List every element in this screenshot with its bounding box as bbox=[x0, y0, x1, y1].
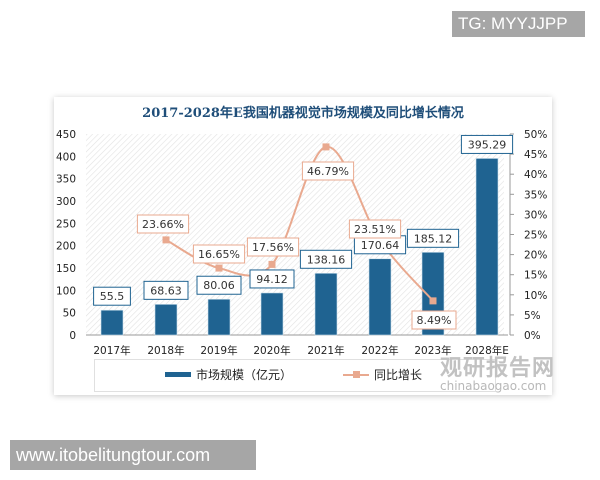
x-tick-label: 2019年 bbox=[200, 344, 237, 357]
line-marker bbox=[162, 236, 170, 244]
line-marker bbox=[429, 297, 437, 305]
data-label: 8.49% bbox=[417, 314, 452, 327]
x-axis-labels: 2017年 2018年 2019年 2020年 2021年 2022年 2023年 2028年… bbox=[93, 344, 509, 357]
right-tick-label: 25% bbox=[524, 230, 547, 242]
legend-item-market-size: 市场规模（亿元） bbox=[165, 366, 292, 383]
right-tick-label: 10% bbox=[524, 290, 547, 302]
left-tick-label: 100 bbox=[56, 285, 76, 297]
x-tick-label: 2018年 bbox=[147, 344, 184, 357]
chart-title: 2017-2028年E我国机器视觉市场规模及同比增长情况 bbox=[142, 106, 464, 121]
left-tick-label: 400 bbox=[56, 151, 76, 163]
right-tick-label: 0% bbox=[524, 330, 541, 342]
bar bbox=[154, 304, 178, 336]
legend-item-yoy-growth: 同比增长 bbox=[343, 366, 422, 383]
data-label: 17.56% bbox=[252, 241, 294, 254]
line-swatch-icon bbox=[343, 370, 369, 378]
bar bbox=[368, 258, 392, 336]
right-tick-label: 50% bbox=[524, 129, 547, 141]
data-label: 395.29 bbox=[468, 138, 507, 151]
bar-data-labels: 55.5 68.63 80.06 94.12 138.16 170.64 185.12 395… bbox=[93, 134, 514, 306]
data-label: 23.66% bbox=[142, 218, 184, 231]
left-tick-label: 450 bbox=[56, 129, 76, 141]
right-tick-label: 20% bbox=[524, 250, 547, 262]
right-tick-label: 40% bbox=[524, 169, 547, 181]
bar bbox=[260, 292, 284, 336]
data-label: 23.51% bbox=[354, 223, 396, 236]
watermark-cn: 观研报告网 bbox=[440, 356, 556, 381]
right-tick-label: 35% bbox=[524, 189, 547, 201]
right-tick-label: 45% bbox=[524, 149, 547, 161]
right-tick-label: 15% bbox=[524, 270, 547, 282]
data-label: 46.79% bbox=[307, 165, 349, 178]
left-tick-label: 300 bbox=[56, 196, 76, 208]
x-tick-label: 2028年E bbox=[465, 344, 509, 357]
left-tick-label: 200 bbox=[56, 241, 76, 253]
data-label: 94.12 bbox=[256, 273, 288, 286]
right-tick-label: 5% bbox=[524, 310, 541, 322]
line-marker bbox=[268, 260, 276, 268]
x-tick-label: 2023年 bbox=[414, 344, 451, 357]
right-tick-label: 30% bbox=[524, 209, 547, 221]
legend-label: 市场规模（亿元） bbox=[196, 368, 293, 382]
left-tick-label: 150 bbox=[56, 263, 76, 275]
left-tick-label: 0 bbox=[69, 330, 76, 342]
left-tick-label: 50 bbox=[63, 308, 76, 320]
x-tick-label: 2021年 bbox=[307, 344, 344, 357]
x-tick-label: 2022年 bbox=[361, 344, 398, 357]
watermark-en: chinabaogao.com bbox=[440, 379, 547, 393]
data-label: 185.12 bbox=[414, 232, 453, 245]
data-label: 170.64 bbox=[361, 239, 400, 252]
chinabaogao-watermark: 观研报告网 chinabaogao.com bbox=[440, 350, 555, 393]
left-axis: 0 50 100 150 200 250 300 350 400 450 bbox=[56, 129, 76, 342]
bar-swatch-icon bbox=[165, 372, 191, 377]
x-tick-label: 2020年 bbox=[253, 344, 290, 357]
x-tick-label: 2017年 bbox=[93, 344, 130, 357]
bar bbox=[207, 298, 231, 336]
site-watermark-label: www.itobelitungtour.com bbox=[10, 440, 256, 470]
chart-legend: 市场规模（亿元） 同比增长 bbox=[94, 359, 496, 392]
bar bbox=[475, 158, 499, 336]
bar bbox=[100, 309, 124, 336]
left-tick-label: 350 bbox=[56, 174, 76, 186]
bar bbox=[314, 272, 338, 336]
line-marker bbox=[215, 264, 223, 272]
legend-label: 同比增长 bbox=[374, 368, 423, 382]
data-label: 80.06 bbox=[203, 279, 235, 292]
data-label: 138.16 bbox=[307, 253, 346, 266]
right-axis: 0% 5% 10% 15% 20% 25% 30% 35% 40% 45% 50% bbox=[510, 129, 547, 342]
line-data-labels: 23.66% 16.65% 17.56% 46.79% 23.51% 8.49% bbox=[136, 161, 457, 330]
data-label: 16.65% bbox=[198, 248, 240, 261]
data-label: 55.5 bbox=[100, 290, 125, 303]
data-label: 68.63 bbox=[150, 284, 182, 297]
left-tick-label: 250 bbox=[56, 218, 76, 230]
tg-watermark-label: TG: MYYJJPP bbox=[452, 11, 585, 37]
line-marker bbox=[322, 143, 330, 151]
